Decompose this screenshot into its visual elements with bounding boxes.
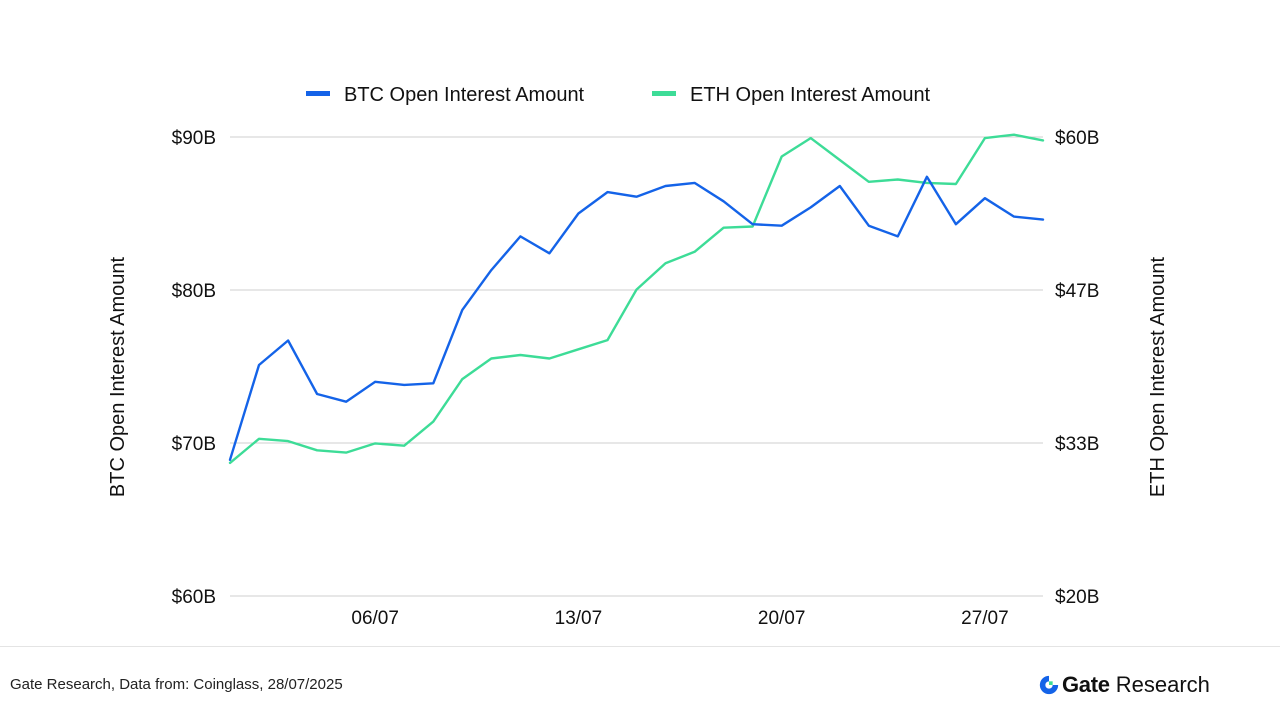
x-tick-label: 13/07: [555, 608, 603, 629]
footer-divider: [0, 646, 1280, 647]
left-tick-label: $70B: [172, 434, 216, 455]
right-tick-label: $47B: [1055, 281, 1099, 302]
x-tick-label: 27/07: [961, 608, 1009, 629]
left-axis-title: BTC Open Interest Amount: [107, 257, 129, 498]
gate-logo-icon: [1039, 675, 1059, 695]
x-axis-ticks: 06/07 13/07 20/07 27/07: [351, 608, 1008, 629]
brand-sub: Research: [1115, 672, 1210, 697]
legend: BTC Open Interest Amount ETH Open Interes…: [306, 84, 931, 106]
series-lines: [228, 133, 1045, 465]
x-tick-label: 20/07: [758, 608, 806, 629]
eth-legend-label: ETH Open Interest Amount: [690, 84, 931, 106]
btc-legend-swatch: [306, 91, 330, 96]
btc-legend-label: BTC Open Interest Amount: [344, 84, 585, 106]
left-tick-label: $60B: [172, 587, 216, 608]
source-note: Gate Research, Data from: Coinglass, 28/…: [10, 676, 343, 693]
eth-legend-swatch: [652, 91, 676, 96]
left-tick-label: $90B: [172, 128, 216, 149]
btc-series-line: [228, 175, 1045, 461]
brand-logo: Gate Research: [1038, 670, 1210, 700]
right-tick-label: $20B: [1055, 587, 1099, 608]
right-tick-label: $33B: [1055, 434, 1099, 455]
eth-series-line: [228, 133, 1045, 465]
grid-lines: [230, 136, 1043, 597]
brand-name: Gate: [1062, 672, 1110, 697]
left-axis-ticks: $60B $70B $80B $90B: [172, 128, 216, 608]
open-interest-chart: $60B $70B $80B $90B $20B $33B $47B $60B 06/07 1…: [107, 84, 1169, 629]
x-tick-label: 06/07: [351, 608, 399, 629]
left-tick-label: $80B: [172, 281, 216, 302]
right-axis-ticks: $20B $33B $47B $60B: [1055, 128, 1099, 608]
right-axis-title: ETH Open Interest Amount: [1147, 257, 1169, 498]
right-tick-label: $60B: [1055, 128, 1099, 149]
